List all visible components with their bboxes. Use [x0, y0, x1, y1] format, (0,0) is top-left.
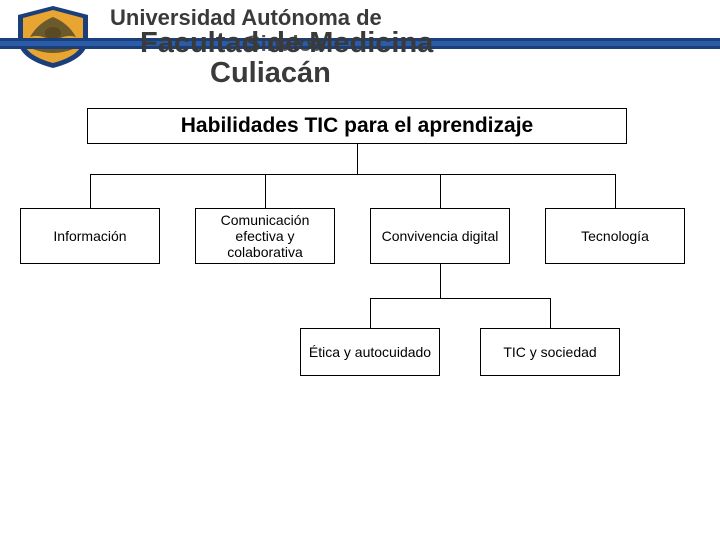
node-comunicacion: Comunicación efectiva y colaborativa: [195, 208, 335, 264]
connector: [265, 174, 266, 208]
connector: [440, 174, 441, 208]
node-label: Información: [53, 228, 126, 244]
connector: [615, 174, 616, 208]
connector: [90, 174, 615, 175]
connector: [550, 298, 551, 328]
connector: [370, 298, 550, 299]
connector: [357, 144, 358, 174]
header-text: Universidad Autónoma de Facultad de Medi…: [110, 6, 700, 90]
node-tic-sociedad: TIC y sociedad: [480, 328, 620, 376]
node-label: TIC y sociedad: [503, 344, 596, 360]
city-name: Culiacán: [110, 58, 700, 90]
node-informacion: Información: [20, 208, 160, 264]
node-etica: Ética y autocuidado: [300, 328, 440, 376]
connector: [90, 174, 91, 208]
node-root-label: Habilidades TIC para el aprendizaje: [181, 114, 533, 138]
connector: [370, 298, 371, 328]
university-logo: [8, 3, 98, 71]
node-tecnologia: Tecnología: [545, 208, 685, 264]
org-chart: Habilidades TIC para el aprendizaje Info…: [0, 108, 720, 540]
node-label: Ética y autocuidado: [309, 344, 431, 360]
state-name-overlap: Sinaloa: [246, 31, 324, 57]
faculty-name: Facultad de Medicina: [110, 28, 700, 60]
connector: [440, 264, 441, 298]
node-label: Convivencia digital: [382, 228, 499, 244]
node-label: Tecnología: [581, 228, 649, 244]
node-label: Comunicación efectiva y colaborativa: [202, 212, 328, 260]
node-convivencia: Convivencia digital: [370, 208, 510, 264]
node-root: Habilidades TIC para el aprendizaje: [87, 108, 627, 144]
